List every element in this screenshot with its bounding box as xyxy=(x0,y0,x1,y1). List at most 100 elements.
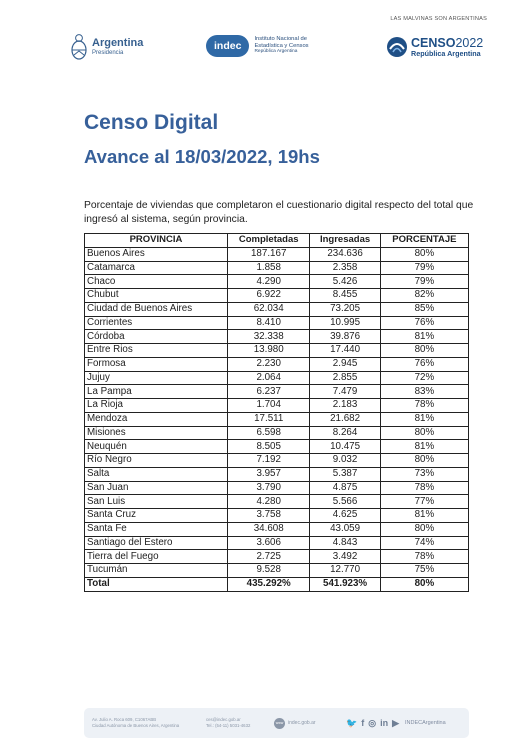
indec-pill: indec xyxy=(206,35,250,57)
ingresadas-value: 5.426 xyxy=(309,274,381,289)
ingresadas-value: 234.636 xyxy=(309,246,381,262)
porcentaje-value: 80% xyxy=(379,453,470,468)
header-porcentaje: PORCENTAJE xyxy=(379,233,470,248)
footer-bar: Av. Julio A. Roca 609, C1067ABB Ciudad A… xyxy=(84,708,469,738)
total-ingresadas-value: 541.923% xyxy=(309,576,381,592)
porcentaje-value: 75% xyxy=(379,563,470,578)
indec-line-2: Estadística y Censos xyxy=(254,42,309,49)
porcentaje-value: 76% xyxy=(379,315,470,331)
ingresadas-value: 5.387 xyxy=(309,466,381,482)
ingresadas-value: 2.855 xyxy=(309,370,381,386)
completadas-value: 3.606 xyxy=(226,535,311,551)
table-row: Catamarca 1.858 2.358 79% xyxy=(84,260,470,276)
completadas-value: 34.608 xyxy=(226,521,311,537)
table-row: La Pampa 6.237 7.479 83% xyxy=(84,384,470,399)
ingresadas-value: 5.566 xyxy=(309,494,381,509)
completadas-value: 32.338 xyxy=(226,329,311,344)
ingresadas-value: 2.183 xyxy=(309,398,381,413)
province-name: San Luis xyxy=(84,494,228,509)
table-row: Mendoza 17.511 21.682 81% xyxy=(84,411,470,427)
province-name: Santa Fe xyxy=(84,521,228,537)
censo-logo-icon xyxy=(387,37,407,57)
table-row: Río Negro 7.192 9.032 80% xyxy=(84,453,470,468)
porcentaje-value: 81% xyxy=(379,329,470,344)
ingresadas-value: 17.440 xyxy=(309,343,381,358)
web-icon: www xyxy=(274,717,285,729)
porcentaje-value: 82% xyxy=(379,288,470,303)
table-row: Formosa 2.230 2.945 76% xyxy=(84,356,470,372)
completadas-value: 8.505 xyxy=(226,439,311,454)
youtube-icon[interactable]: ▶ xyxy=(392,717,399,728)
table-row: San Juan 3.790 4.875 78% xyxy=(84,480,470,496)
porcentaje-value: 81% xyxy=(379,411,470,427)
completadas-value: 13.980 xyxy=(226,343,311,358)
table-row: San Luis 4.280 5.566 77% xyxy=(84,494,470,509)
table-row: Jujuy 2.064 2.855 72% xyxy=(84,370,470,386)
province-name: Mendoza xyxy=(84,411,228,427)
ingresadas-value: 8.264 xyxy=(309,425,381,441)
completadas-value: 2.064 xyxy=(226,370,311,386)
facebook-icon[interactable]: f xyxy=(361,718,365,728)
total-porcentaje-value: 80% xyxy=(379,576,470,592)
province-name: Tucumán xyxy=(84,563,228,578)
completadas-value: 6.598 xyxy=(226,425,311,441)
province-name: Buenos Aires xyxy=(84,246,228,262)
ingresadas-value: 12.770 xyxy=(309,563,381,578)
argentina-shield-icon xyxy=(71,34,87,60)
province-name: Entre Rios xyxy=(84,343,228,358)
province-name: Catamarca xyxy=(84,260,228,276)
instagram-icon[interactable]: ◎ xyxy=(368,717,377,728)
table-row: Entre Rios 13.980 17.440 80% xyxy=(84,343,470,358)
province-name: Salta xyxy=(84,466,228,482)
porcentaje-value: 78% xyxy=(379,549,470,564)
footer-email[interactable]: ces@indec.gob.ar xyxy=(206,717,241,722)
province-name: Tierra del Fuego xyxy=(84,549,228,564)
province-name: Río Negro xyxy=(84,453,228,468)
table-row: La Rioja 1.704 2.183 78% xyxy=(84,398,470,413)
completadas-value: 4.280 xyxy=(226,494,311,509)
province-name: Misiones xyxy=(84,425,228,441)
censo-sub: República Argentina xyxy=(411,48,481,58)
ingresadas-value: 4.843 xyxy=(309,535,381,551)
ingresadas-value: 9.032 xyxy=(309,453,381,468)
indec-logo: indec Instituto Nacional de Estadística … xyxy=(206,32,309,60)
argentina-name: Argentina xyxy=(92,36,144,49)
province-name: Chubut xyxy=(84,288,228,303)
table-row: Misiones 6.598 8.264 80% xyxy=(84,425,470,441)
province-name: San Juan xyxy=(84,480,228,496)
province-name: La Rioja xyxy=(84,398,228,413)
table-row: Chaco 4.290 5.426 79% xyxy=(84,274,470,289)
province-name: Ciudad de Buenos Aires xyxy=(84,301,228,317)
ingresadas-value: 10.475 xyxy=(309,439,381,454)
table-row: Córdoba 32.338 39.876 81% xyxy=(84,329,470,344)
argentina-presidencia-logo: Argentina Presidencia xyxy=(70,32,143,62)
completadas-value: 9.528 xyxy=(226,563,311,578)
footer-address-1: Av. Julio A. Roca 609, C1067ABB xyxy=(92,717,157,722)
province-name: Jujuy xyxy=(84,370,228,386)
ingresadas-value: 4.625 xyxy=(309,508,381,523)
censo-year: 2022 xyxy=(455,35,484,50)
table-row: Chubut 6.922 8.455 82% xyxy=(84,288,470,303)
argentina-sub: Presidencia xyxy=(92,49,124,56)
twitter-icon[interactable]: 🐦 xyxy=(346,717,358,728)
ingresadas-value: 2.358 xyxy=(309,260,381,276)
description: Porcentaje de viviendas que completaron … xyxy=(84,200,474,225)
footer-address-2: Ciudad Autónoma de Buenos Aires, Argenti… xyxy=(92,723,180,728)
porcentaje-value: 80% xyxy=(379,425,470,441)
total-completadas-value: 435.292% xyxy=(226,576,311,592)
table-row: Ciudad de Buenos Aires 62.034 73.205 85% xyxy=(84,301,470,317)
ingresadas-value: 73.205 xyxy=(309,301,381,317)
social-handle[interactable]: INDECArgentina xyxy=(405,720,446,726)
table-row: Santa Cruz 3.758 4.625 81% xyxy=(84,508,470,523)
linkedin-icon[interactable]: in xyxy=(380,718,389,728)
ingresadas-value: 39.876 xyxy=(309,329,381,344)
completadas-value: 62.034 xyxy=(226,301,311,317)
table-total-row: Total 435.292% 541.923% 80% xyxy=(84,576,470,592)
table-row: Tierra del Fuego 2.725 3.492 78% xyxy=(84,549,470,564)
ingresadas-value: 7.479 xyxy=(309,384,381,399)
province-name: Neuquén xyxy=(84,439,228,454)
province-name: Córdoba xyxy=(84,329,228,344)
footer-website-link[interactable]: indec.gob.ar xyxy=(288,720,316,726)
province-name: Santiago del Estero xyxy=(84,535,228,551)
